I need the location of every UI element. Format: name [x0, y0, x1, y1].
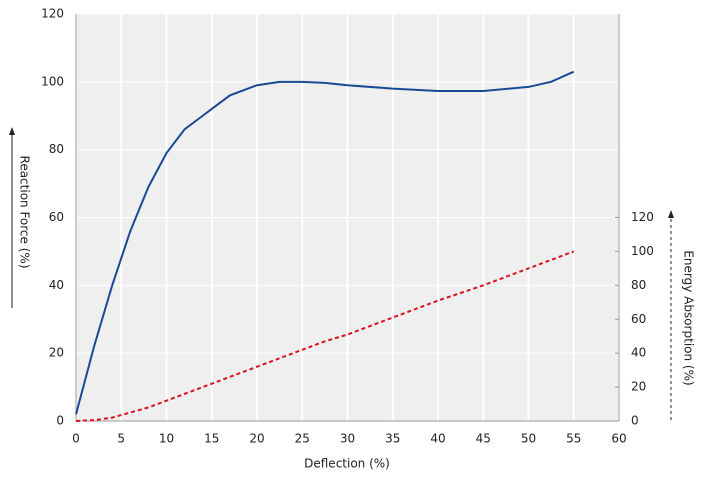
- x-tick-label: 45: [476, 432, 491, 446]
- y2-tick-label: 120: [631, 210, 654, 224]
- y2-tick-label: 20: [631, 380, 646, 394]
- data-line: [75, 250, 575, 422]
- x-tick-label: 40: [430, 432, 445, 446]
- x-tick-label: 5: [117, 432, 125, 446]
- y2-tick-label: 0: [631, 414, 639, 428]
- data-line: [75, 70, 575, 415]
- y2-tick-label: 60: [631, 312, 646, 326]
- x-tick-label: 55: [566, 432, 581, 446]
- x-tick-label: 20: [249, 432, 264, 446]
- x-tick-label: 25: [295, 432, 310, 446]
- x-tick-label: 30: [340, 432, 355, 446]
- x-tick-label: 10: [159, 432, 174, 446]
- y-tick-label: 60: [49, 210, 64, 224]
- x-tick-label: 15: [204, 432, 219, 446]
- x-tick-label: 50: [521, 432, 536, 446]
- y-tick-label: 80: [49, 142, 64, 156]
- y-tick-label: 120: [41, 7, 64, 21]
- y2-tick-label: 80: [631, 278, 646, 292]
- x-axis-label: Deflection (%): [304, 457, 390, 471]
- y-tick-label: 0: [56, 414, 64, 428]
- y2-axis-arrowhead: [668, 210, 674, 218]
- y-tick-label: 20: [49, 346, 64, 360]
- x-tick-label: 35: [385, 432, 400, 446]
- y-tick-label: 40: [49, 278, 64, 292]
- x-tick-label: 60: [611, 432, 626, 446]
- y-axis-arrowhead: [9, 127, 15, 135]
- y2-tick-label: 100: [631, 244, 654, 258]
- y-axis-label: Reaction Force (%): [18, 156, 32, 269]
- x-tick-label: 0: [72, 432, 80, 446]
- y2-tick-label: 40: [631, 346, 646, 360]
- y2-axis-label: Energy Absorption (%): [682, 250, 696, 385]
- y-tick-label: 100: [41, 74, 64, 88]
